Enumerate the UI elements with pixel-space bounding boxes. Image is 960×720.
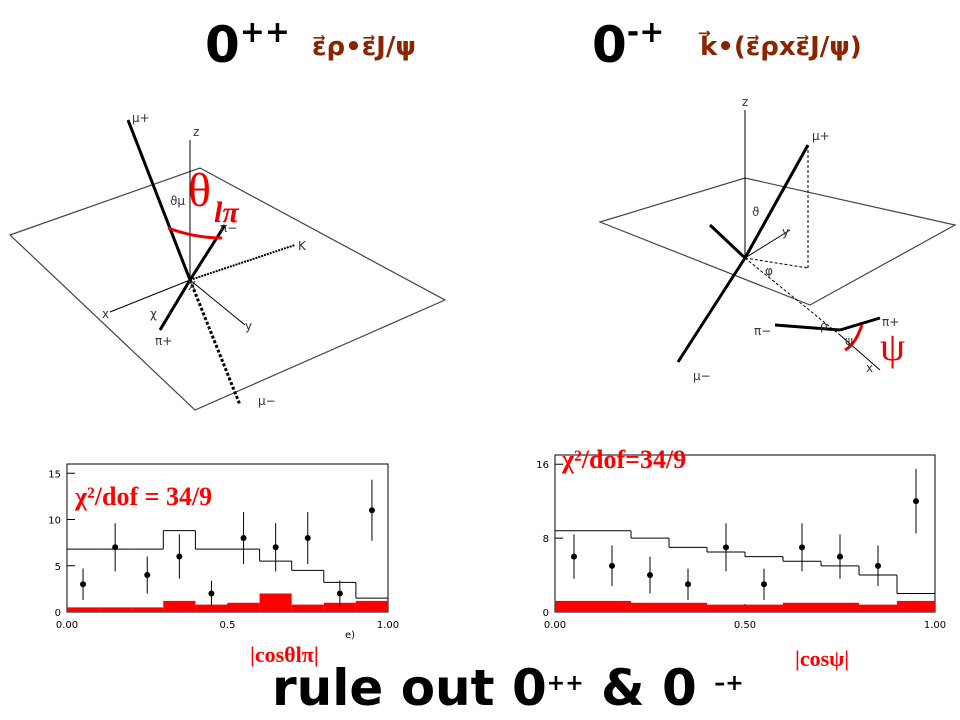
- conclusion: rule out 0++ & 0 –+: [272, 659, 744, 717]
- data-point: [144, 572, 151, 578]
- background-bar: [163, 600, 196, 612]
- data-point: [368, 507, 375, 514]
- x-axis-label: |cosψ|: [795, 646, 849, 671]
- y-tick-label: 0: [55, 608, 61, 619]
- left-title: 0++: [205, 15, 290, 74]
- diagram-label: φ: [765, 264, 773, 278]
- y-tick-label: 5: [55, 562, 61, 573]
- background-bar: [99, 607, 132, 612]
- background-bar: [259, 593, 292, 612]
- right-title: 0-+: [592, 15, 664, 74]
- data-point: [837, 553, 843, 560]
- diagram-label: π+: [882, 315, 899, 329]
- x-axis-label: |cosθlπ|: [250, 642, 319, 667]
- data-point: [723, 544, 729, 551]
- y-tick-label: 8: [543, 534, 549, 545]
- psi: ψ: [880, 324, 905, 369]
- chi-annotation: χ²/dof=34/9: [561, 445, 686, 474]
- data-point: [685, 581, 691, 588]
- plot-frame: [554, 454, 936, 613]
- background-bar: [745, 604, 783, 612]
- left-diagram: [8, 119, 447, 411]
- background-bar: [707, 604, 745, 612]
- background-bar: [555, 600, 593, 612]
- data-point: [875, 562, 881, 569]
- data-point: [571, 553, 577, 560]
- theta: θ: [188, 164, 211, 217]
- diagram-label: z: [193, 125, 199, 139]
- diagram-label: X: [188, 279, 196, 293]
- diagram-label: ρ: [820, 319, 828, 333]
- diagram-label: ϑ: [752, 205, 759, 219]
- diagram-label: ψ: [845, 334, 853, 348]
- y-tick-label: 10: [48, 516, 61, 527]
- x-tick-label: 1.00: [377, 620, 399, 631]
- x-tick-label: 0.00: [544, 620, 566, 631]
- background-bar: [859, 604, 897, 612]
- data-point: [336, 590, 343, 597]
- y-tick-label: 0: [543, 608, 549, 619]
- data-point: [80, 581, 87, 588]
- data-point: [176, 553, 183, 560]
- right-diagram: [598, 110, 957, 371]
- x-tick-label: 1.00: [924, 620, 946, 631]
- background-bar: [323, 602, 356, 612]
- background-bar: [593, 600, 631, 612]
- x-tick-label: 0.50: [734, 620, 756, 631]
- x-tick-label: 0.5: [220, 620, 236, 631]
- diagram-label: μ+: [812, 129, 830, 143]
- diagram-label: y: [245, 319, 252, 333]
- background-bar: [67, 607, 100, 612]
- diagram-label: μ+: [132, 111, 150, 125]
- y-tick-label: 15: [48, 469, 61, 480]
- diagram-label: z: [742, 95, 748, 109]
- diagram-label: x: [102, 307, 109, 321]
- diagram-label: π−: [220, 221, 237, 235]
- background-bar: [195, 604, 228, 612]
- data-point: [647, 572, 653, 579]
- background-bar: [227, 602, 260, 612]
- right-formula: k⃗•(ε⃗ρxε⃗J/ψ): [698, 30, 862, 62]
- background-bar: [821, 602, 859, 612]
- data-point: [913, 498, 919, 505]
- theta-subscript: lπ: [214, 196, 239, 229]
- diagram-label: μ−: [693, 369, 711, 383]
- panel-label: e): [345, 630, 355, 641]
- y-tick-label: 16: [536, 460, 549, 471]
- background-bar: [131, 607, 164, 612]
- data-point: [208, 590, 215, 597]
- background-bar: [355, 600, 388, 612]
- diagram-label: y: [782, 225, 789, 239]
- data-point: [799, 544, 805, 551]
- chi-annotation: χ²/dof = 34/9: [74, 482, 212, 511]
- diagram-label: χ: [150, 307, 157, 321]
- data-point: [609, 562, 615, 569]
- data-point: [272, 544, 279, 551]
- diagram-label: π−: [754, 324, 771, 338]
- diagram-label: ϑμ: [170, 194, 185, 208]
- background-bar: [783, 602, 821, 612]
- background-bar: [631, 602, 669, 612]
- background-bar: [291, 604, 324, 612]
- x-tick-label: 0.00: [56, 620, 78, 631]
- diagram-label: x: [866, 361, 873, 375]
- diagram-label: π+: [155, 334, 172, 348]
- diagram-label: μ−: [258, 394, 276, 408]
- data-point: [304, 535, 311, 541]
- data-point: [112, 544, 119, 551]
- background-bar: [897, 600, 935, 612]
- diagram-label: K: [298, 239, 307, 253]
- data-point: [240, 535, 247, 541]
- left-formula: ε⃗ρ•ε⃗J/ψ: [312, 32, 416, 62]
- data-point: [761, 581, 767, 588]
- background-bar: [669, 602, 707, 612]
